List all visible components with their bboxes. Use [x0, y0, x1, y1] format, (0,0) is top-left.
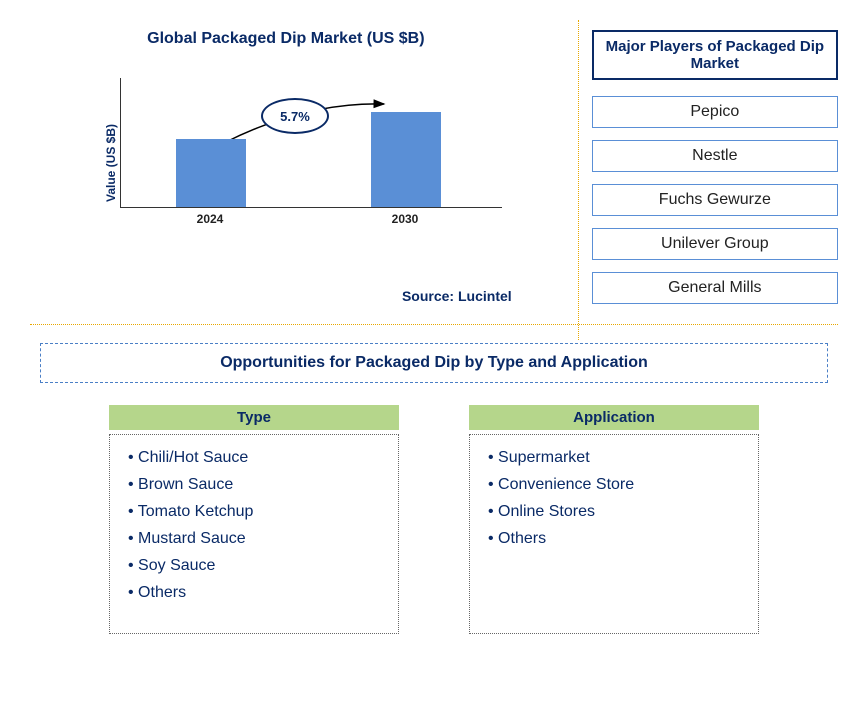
opportunities-col-application: Application Supermarket Convenience Stor…	[469, 405, 759, 634]
opp-header-application: Application	[469, 405, 759, 430]
chart-plot: 5.7%	[120, 78, 502, 208]
opp-app-item: Others	[488, 530, 740, 548]
player-item-2: Fuchs Gewurze	[592, 184, 838, 216]
x-axis-labels: 2024 2030	[120, 212, 502, 232]
opp-type-item: Soy Sauce	[128, 557, 380, 575]
chart-bar-1	[371, 112, 441, 207]
opp-app-item: Online Stores	[488, 503, 740, 521]
opp-list-application: Supermarket Convenience Store Online Sto…	[469, 434, 759, 634]
source-prefix: Source:	[402, 288, 458, 304]
opp-type-item: Brown Sauce	[128, 476, 380, 494]
opp-app-item: Supermarket	[488, 449, 740, 467]
horizontal-divider	[30, 324, 838, 325]
chart-container: Value (US $B) 5.7%	[120, 78, 502, 248]
opp-type-item: Mustard Sauce	[128, 530, 380, 548]
source-name: Lucintel	[458, 288, 512, 304]
opp-header-type: Type	[109, 405, 399, 430]
opp-ul-type: Chili/Hot Sauce Brown Sauce Tomato Ketch…	[128, 449, 380, 602]
player-item-1: Nestle	[592, 140, 838, 172]
opp-type-item: Others	[128, 584, 380, 602]
player-item-0: Pepico	[592, 96, 838, 128]
player-item-4: General Mills	[592, 272, 838, 304]
opportunities-col-type: Type Chili/Hot Sauce Brown Sauce Tomato …	[109, 405, 399, 634]
opp-app-item: Convenience Store	[488, 476, 740, 494]
y-axis-label: Value (US $B)	[104, 124, 118, 202]
opp-type-item: Chili/Hot Sauce	[128, 449, 380, 467]
x-label-1: 2030	[370, 212, 440, 226]
opportunities-title: Opportunities for Packaged Dip by Type a…	[40, 343, 828, 383]
opportunities-columns: Type Chili/Hot Sauce Brown Sauce Tomato …	[30, 405, 838, 634]
x-label-0: 2024	[175, 212, 245, 226]
opp-list-type: Chili/Hot Sauce Brown Sauce Tomato Ketch…	[109, 434, 399, 634]
chart-title: Global Packaged Dip Market (US $B)	[30, 30, 542, 48]
chart-bar-0	[176, 139, 246, 207]
players-title: Major Players of Packaged Dip Market	[592, 30, 838, 80]
player-item-3: Unilever Group	[592, 228, 838, 260]
vertical-divider	[578, 20, 579, 340]
opp-ul-application: Supermarket Convenience Store Online Sto…	[488, 449, 740, 548]
players-area: Major Players of Packaged Dip Market Pep…	[592, 20, 838, 316]
source-line: Source: Lucintel	[30, 288, 512, 304]
chart-area: Global Packaged Dip Market (US $B) Value…	[30, 20, 542, 316]
top-section: Global Packaged Dip Market (US $B) Value…	[30, 20, 838, 316]
opp-type-item: Tomato Ketchup	[128, 503, 380, 521]
